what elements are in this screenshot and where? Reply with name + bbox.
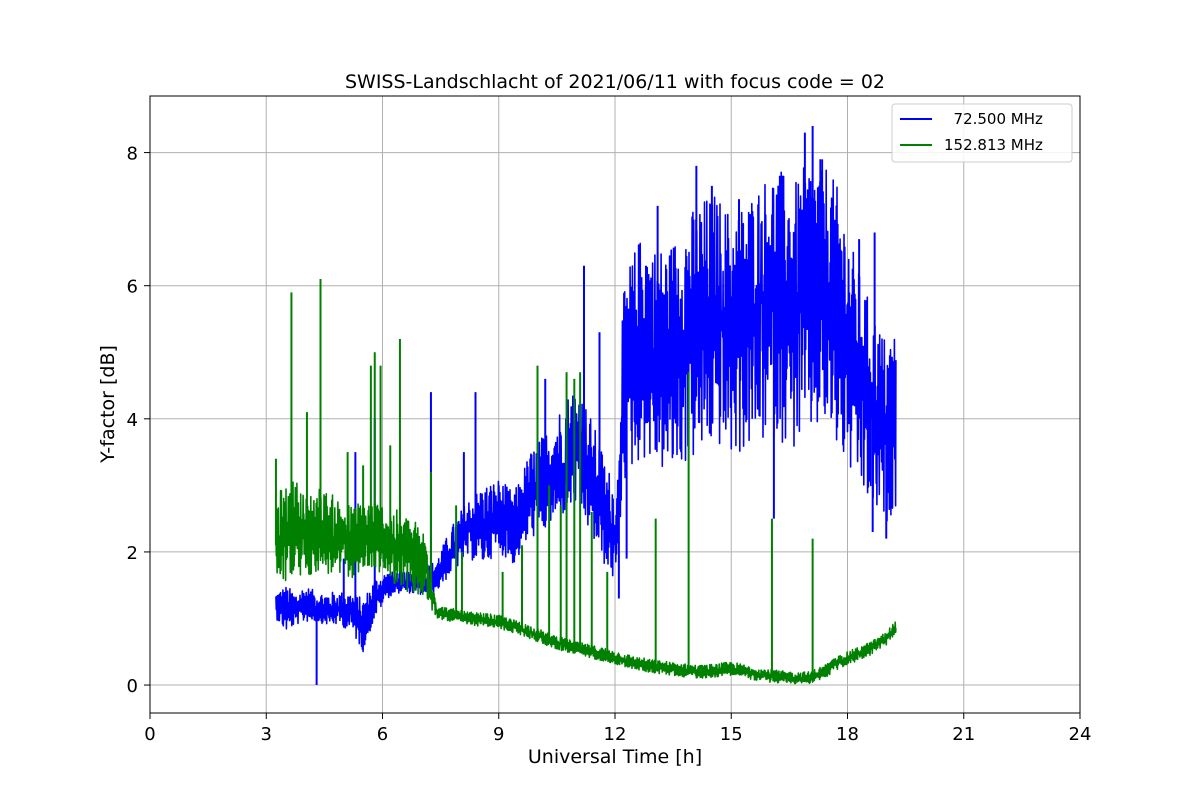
series-line xyxy=(275,481,897,685)
legend-label-152mhz: 152.813 MHz xyxy=(944,136,1043,154)
y-tick-label: 0 xyxy=(127,676,138,697)
legend-box xyxy=(891,103,1073,163)
x-tick-label: 6 xyxy=(377,724,388,745)
x-tick-label: 3 xyxy=(261,724,272,745)
series-line xyxy=(275,159,897,653)
x-tick-label: 24 xyxy=(1069,724,1092,745)
y-axis-label: Y-factor [dB] xyxy=(97,345,119,464)
y-axis: 0 2 4 6 8 xyxy=(127,144,150,697)
legend: 72.500 MHz 152.813 MHz xyxy=(891,103,1073,163)
x-tick-label: 21 xyxy=(952,724,975,745)
series-1 xyxy=(274,279,897,685)
legend-label-72mhz: 72.500 MHz xyxy=(944,110,1043,128)
x-tick-label: 18 xyxy=(836,724,859,745)
x-axis-label: Universal Time [h] xyxy=(528,746,702,768)
x-tick-label: 15 xyxy=(720,724,743,745)
x-tick-label: 0 xyxy=(144,724,155,745)
y-tick-label: 2 xyxy=(127,543,138,564)
series-layer xyxy=(274,125,897,686)
y-tick-label: 8 xyxy=(127,144,138,165)
chart-title: SWISS-Landschlacht of 2021/06/11 with fo… xyxy=(345,71,885,93)
y-tick-label: 4 xyxy=(127,410,138,431)
y-tick-label: 6 xyxy=(127,277,138,298)
x-axis: 0 3 6 9 12 15 18 21 24 xyxy=(144,713,1091,745)
x-tick-label: 12 xyxy=(604,724,627,745)
x-tick-label: 9 xyxy=(493,724,504,745)
